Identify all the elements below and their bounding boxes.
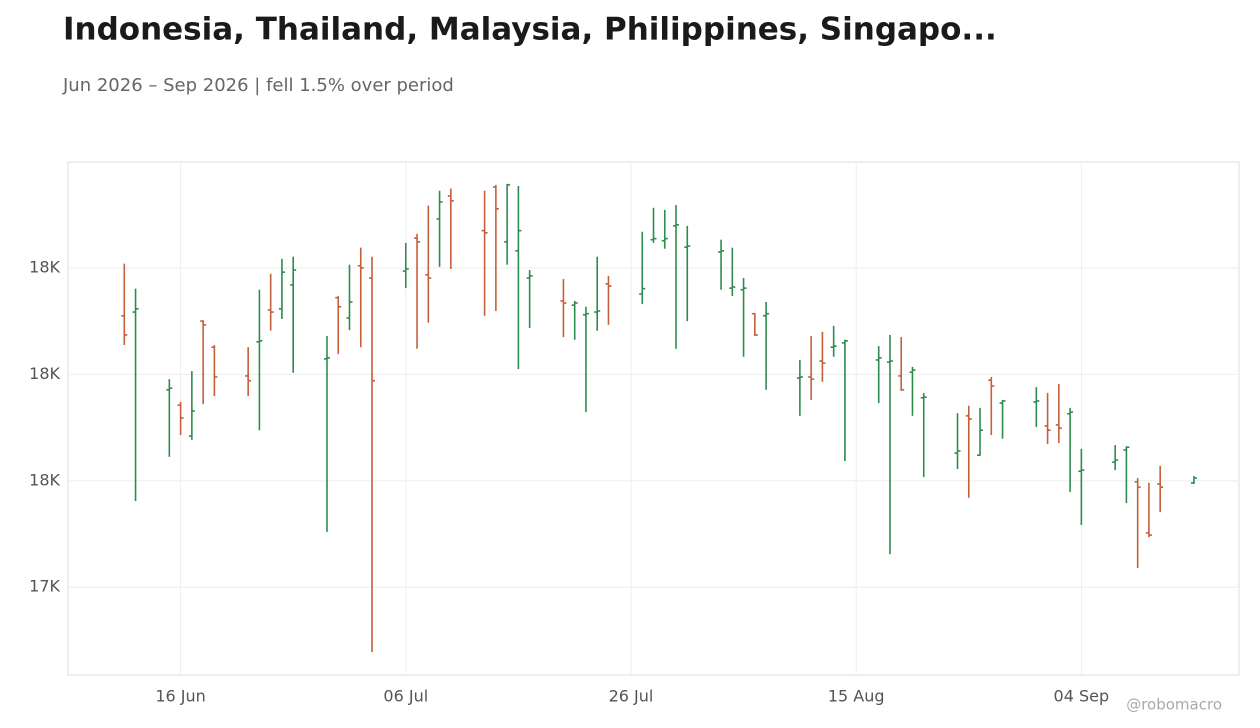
x-tick-label: 26 Jul bbox=[609, 687, 654, 706]
y-tick-label: 18K bbox=[29, 470, 60, 489]
chart-title: Indonesia, Thailand, Malaysia, Philippin… bbox=[63, 12, 997, 48]
x-tick-label: 16 Jun bbox=[155, 687, 205, 706]
x-tick-label: 04 Sep bbox=[1054, 687, 1110, 706]
x-tick-label: 15 Aug bbox=[828, 687, 885, 706]
y-tick-label: 18K bbox=[29, 364, 60, 383]
plot-frame bbox=[67, 161, 1240, 676]
watermark: @robomacro bbox=[1126, 696, 1222, 714]
y-tick-label: 17K bbox=[29, 577, 60, 596]
x-tick-label: 06 Jul bbox=[383, 687, 428, 706]
chart-subtitle: Jun 2026 – Sep 2026 | fell 1.5% over per… bbox=[62, 75, 454, 96]
y-tick-label: 18K bbox=[29, 257, 60, 276]
